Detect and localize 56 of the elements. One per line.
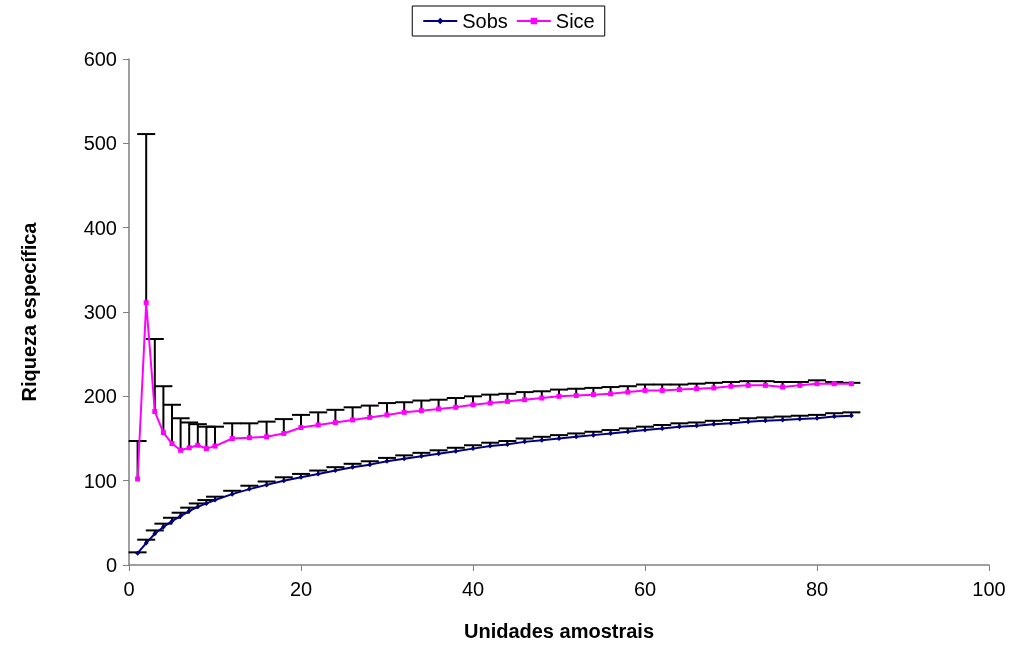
legend-label: Sobs (462, 10, 508, 32)
point (573, 392, 579, 398)
point (169, 441, 175, 447)
y-tick-label: 600 (83, 48, 117, 70)
y-tick-label: 200 (83, 385, 117, 408)
x-tick-label: 40 (461, 578, 485, 600)
point (676, 387, 682, 393)
x-tick-label: 0 (123, 578, 135, 600)
x-axis-title: Unidades amostrais (463, 620, 655, 642)
point (298, 425, 304, 431)
point (212, 443, 218, 449)
y-tick-label: 400 (83, 216, 117, 239)
point (470, 402, 476, 408)
point (135, 476, 141, 482)
point (625, 389, 631, 395)
point (418, 408, 424, 414)
point (694, 386, 700, 392)
point (246, 435, 252, 441)
x-tick-label: 60 (633, 578, 657, 600)
y-tick-label: 100 (83, 469, 117, 492)
point (315, 422, 321, 428)
point (556, 393, 562, 399)
point (659, 387, 665, 393)
x-tick-label: 20 (289, 578, 313, 600)
x-tick-label: 100 (972, 578, 1006, 600)
point (229, 436, 235, 441)
point (642, 387, 648, 393)
y-tick-label: 300 (83, 301, 117, 323)
point (160, 430, 166, 436)
point (152, 409, 158, 415)
point (143, 300, 149, 306)
point (539, 395, 545, 401)
point (453, 404, 459, 410)
point (281, 430, 287, 436)
legend-label: Sice (555, 10, 595, 32)
x-tick-label: 80 (805, 578, 829, 600)
y-axis-title: Riqueza específica (18, 221, 40, 402)
point (608, 391, 614, 397)
point (487, 400, 493, 406)
point (350, 417, 356, 423)
point (178, 447, 184, 453)
point (711, 385, 717, 391)
point (367, 414, 373, 420)
point (264, 434, 270, 440)
point (186, 445, 192, 451)
point (504, 398, 510, 404)
point (195, 442, 201, 448)
point (436, 406, 442, 412)
point (401, 409, 407, 415)
y-tick-label: 500 (83, 132, 117, 155)
point (203, 446, 209, 452)
point (332, 419, 338, 425)
y-tick-label: 0 (105, 554, 117, 576)
point (590, 392, 596, 398)
point (384, 412, 390, 418)
point (522, 397, 528, 403)
